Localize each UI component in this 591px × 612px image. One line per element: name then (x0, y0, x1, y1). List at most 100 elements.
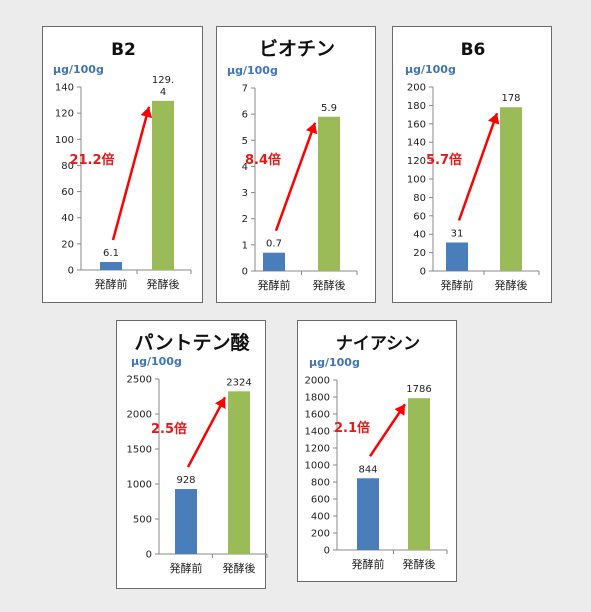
unit-label: μg/100g (405, 63, 456, 76)
bar-chart: ビオチン μg/100g 0 1 2 3 4 5 6 7 0.7 発酵前 5.9 発酵後 8.4倍 (227, 38, 358, 292)
y-tick-label: 100 (407, 175, 426, 186)
bar-chart: ナイアシン μg/100g 0 200 400 600 800 1000 1200 1400 160… (305, 334, 448, 571)
chart-title: ビオチン (259, 38, 335, 60)
y-tick-label: 160 (407, 119, 426, 130)
y-tick-label: 140 (55, 83, 74, 94)
y-tick-label: 60 (413, 211, 426, 222)
y-tick-label: 2000 (305, 376, 330, 387)
category-label: 発酵前 (95, 277, 128, 291)
data-label: 31 (451, 228, 464, 239)
chart-title: B2 (111, 40, 136, 60)
increase-arrow (274, 122, 318, 232)
bar-before-fermentation (175, 489, 197, 554)
y-tick-label: 0 (324, 546, 330, 557)
y-tick-label: 1800 (305, 393, 330, 404)
increase-arrow (457, 112, 500, 221)
y-tick-label: 6 (242, 110, 248, 121)
bar-before-fermentation (263, 252, 285, 271)
category-label: 発酵前 (352, 557, 385, 571)
y-tick-label: 40 (61, 213, 74, 224)
chart-title: パントテン酸 (135, 331, 251, 354)
chart-panel: ビオチン μg/100g 0 1 2 3 4 5 6 7 0.7 発酵前 5.9 発酵後 8.4倍 (216, 26, 376, 303)
unit-label: μg/100g (227, 64, 278, 77)
y-tick-label: 600 (311, 495, 330, 506)
data-label: 2324 (226, 377, 251, 388)
chart-title: ナイアシン (336, 334, 420, 354)
category-label: 発酵後 (495, 278, 528, 292)
bar-after-fermentation (228, 391, 250, 554)
chart-panel: B2 μg/100g 0 20 40 60 80 100 120 140 6.1 発酵前 129. 4 発酵… (42, 26, 203, 303)
ratio-label: 8.4倍 (245, 152, 281, 168)
bar-before-fermentation (100, 262, 122, 270)
increase-arrow (368, 403, 407, 457)
y-tick-label: 40 (413, 230, 426, 241)
category-label: 発酵後 (147, 277, 180, 291)
bar-chart: B6 μg/100g 0 20 40 60 80 100 120 140 160 180 200 31 発酵… (405, 40, 540, 292)
y-tick-label: 120 (407, 156, 426, 167)
increase-arrow (111, 106, 153, 241)
category-label: 発酵後 (403, 557, 436, 571)
bar-before-fermentation (446, 242, 468, 271)
chart-panel: ナイアシン μg/100g 0 200 400 600 800 1000 1200 1400 160… (297, 320, 457, 582)
y-tick-label: 2000 (127, 410, 152, 421)
chart-title: B6 (461, 40, 486, 60)
y-tick-label: 4 (242, 162, 248, 173)
y-tick-label: 60 (61, 187, 74, 198)
y-tick-label: 140 (407, 138, 426, 149)
y-tick-label: 5 (242, 136, 248, 147)
category-label: 発酵後 (223, 561, 256, 575)
y-tick-label: 1400 (305, 427, 330, 438)
unit-label: μg/100g (53, 63, 104, 76)
y-tick-label: 180 (407, 101, 426, 112)
y-tick-label: 20 (61, 239, 74, 250)
category-label: 発酵前 (441, 278, 474, 292)
bar-chart: B2 μg/100g 0 20 40 60 80 100 120 140 6.1 発酵前 129. 4 発酵… (53, 40, 192, 291)
chart-panel: B6 μg/100g 0 20 40 60 80 100 120 140 160 180 200 31 発酵… (392, 26, 552, 303)
y-tick-label: 200 (407, 83, 426, 94)
ratio-label: 2.1倍 (334, 420, 370, 436)
y-tick-label: 0 (68, 266, 74, 277)
category-label: 発酵前 (258, 278, 291, 292)
data-label: 6.1 (103, 248, 119, 259)
bar-before-fermentation (357, 478, 379, 550)
y-tick-label: 500 (133, 515, 152, 526)
y-tick-label: 120 (55, 109, 74, 120)
category-label: 発酵後 (313, 278, 346, 292)
y-tick-label: 0 (146, 550, 152, 561)
y-tick-label: 2 (242, 214, 248, 225)
y-tick-label: 100 (55, 135, 74, 146)
y-tick-label: 1 (242, 240, 248, 251)
y-tick-label: 1200 (305, 444, 330, 455)
y-tick-label: 400 (311, 512, 330, 523)
y-tick-label: 1500 (127, 445, 152, 456)
bar-after-fermentation (152, 100, 174, 270)
data-label: 178 (501, 93, 520, 104)
category-label: 発酵前 (170, 561, 203, 575)
y-tick-label: 0 (420, 267, 426, 278)
y-tick-label: 7 (242, 84, 248, 95)
ratio-label: 5.7倍 (426, 152, 462, 168)
y-tick-label: 2500 (127, 375, 152, 386)
y-tick-label: 200 (311, 529, 330, 540)
chart-panel: パントテン酸 μg/100g 0 500 1000 1500 2000 2500 928 発酵前 2… (116, 320, 268, 589)
bar-after-fermentation (318, 116, 340, 271)
ratio-label: 2.5倍 (151, 421, 187, 437)
ratio-label: 21.2倍 (69, 152, 114, 168)
y-tick-label: 0 (242, 267, 248, 278)
y-tick-label: 1600 (305, 410, 330, 421)
data-label: 129. 4 (152, 75, 174, 98)
increase-arrow (186, 396, 227, 468)
y-tick-label: 3 (242, 188, 248, 199)
data-label: 1786 (406, 384, 431, 395)
unit-label: μg/100g (309, 356, 360, 369)
bar-after-fermentation (408, 398, 430, 550)
y-tick-label: 1000 (127, 480, 152, 491)
y-tick-label: 20 (413, 248, 426, 259)
unit-label: μg/100g (131, 355, 182, 368)
y-tick-label: 1000 (305, 461, 330, 472)
y-tick-label: 800 (311, 478, 330, 489)
y-tick-label: 80 (61, 161, 74, 172)
data-label: 844 (358, 464, 377, 475)
